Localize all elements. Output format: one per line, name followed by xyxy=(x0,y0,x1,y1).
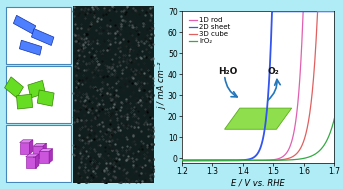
IrO₂ xyxy=(207,159,211,162)
Bar xyxy=(73,65,154,124)
Polygon shape xyxy=(33,146,43,158)
1D rod xyxy=(180,159,184,162)
Polygon shape xyxy=(39,152,49,163)
3D cube xyxy=(249,159,253,162)
IrO₂ xyxy=(219,159,223,162)
Polygon shape xyxy=(28,81,45,98)
Text: O₂: O₂ xyxy=(268,67,279,76)
1D rod xyxy=(332,10,336,12)
2D sheet xyxy=(249,158,253,160)
Polygon shape xyxy=(43,143,47,158)
Polygon shape xyxy=(49,149,52,163)
Polygon shape xyxy=(20,143,29,154)
2D sheet xyxy=(270,10,274,12)
FancyBboxPatch shape xyxy=(7,66,71,123)
Polygon shape xyxy=(20,40,42,55)
Bar xyxy=(73,6,154,65)
Line: 2D sheet: 2D sheet xyxy=(182,11,334,160)
IrO₂ xyxy=(282,159,286,161)
2D sheet xyxy=(180,159,184,162)
3D cube xyxy=(295,152,299,155)
3D cube xyxy=(270,159,274,161)
X-axis label: E / V vs. RHE: E / V vs. RHE xyxy=(231,178,285,187)
1D rod xyxy=(207,159,211,162)
2D sheet xyxy=(295,10,299,12)
1D rod xyxy=(219,159,223,162)
1D rod xyxy=(270,159,274,161)
1D rod xyxy=(249,159,253,162)
IrO₂ xyxy=(270,159,274,161)
2D sheet xyxy=(219,159,223,162)
Polygon shape xyxy=(20,140,33,143)
IrO₂ xyxy=(249,159,253,162)
Line: 3D cube: 3D cube xyxy=(182,11,334,160)
IrO₂ xyxy=(332,117,336,119)
Polygon shape xyxy=(26,157,35,168)
Polygon shape xyxy=(225,108,292,129)
Polygon shape xyxy=(39,149,52,152)
Polygon shape xyxy=(26,154,39,157)
2D sheet xyxy=(270,19,274,21)
3D cube xyxy=(316,10,320,12)
Polygon shape xyxy=(29,140,33,154)
Polygon shape xyxy=(4,77,23,98)
2D sheet xyxy=(282,10,286,12)
FancyBboxPatch shape xyxy=(7,7,71,64)
Polygon shape xyxy=(37,90,54,106)
Text: H₂O: H₂O xyxy=(218,67,237,76)
IrO₂ xyxy=(295,158,299,160)
Bar xyxy=(73,124,154,183)
3D cube xyxy=(282,158,286,161)
3D cube xyxy=(180,159,184,162)
3D cube xyxy=(332,10,336,12)
1D rod xyxy=(282,155,286,157)
Text: j / mA cm⁻²: j / mA cm⁻² xyxy=(158,61,167,109)
1D rod xyxy=(295,112,299,115)
Line: 1D rod: 1D rod xyxy=(182,11,334,160)
3D cube xyxy=(219,159,223,162)
Line: IrO₂: IrO₂ xyxy=(182,118,334,160)
Legend: 1D rod, 2D sheet, 3D cube, IrO₂: 1D rod, 2D sheet, 3D cube, IrO₂ xyxy=(188,16,232,45)
2D sheet xyxy=(332,10,336,12)
IrO₂ xyxy=(180,159,184,162)
Polygon shape xyxy=(16,94,33,109)
Polygon shape xyxy=(35,154,39,168)
2D sheet xyxy=(207,159,211,162)
Polygon shape xyxy=(13,15,36,34)
3D cube xyxy=(207,159,211,162)
FancyBboxPatch shape xyxy=(7,125,71,182)
Polygon shape xyxy=(33,143,47,146)
1D rod xyxy=(301,10,305,12)
Polygon shape xyxy=(32,29,54,46)
